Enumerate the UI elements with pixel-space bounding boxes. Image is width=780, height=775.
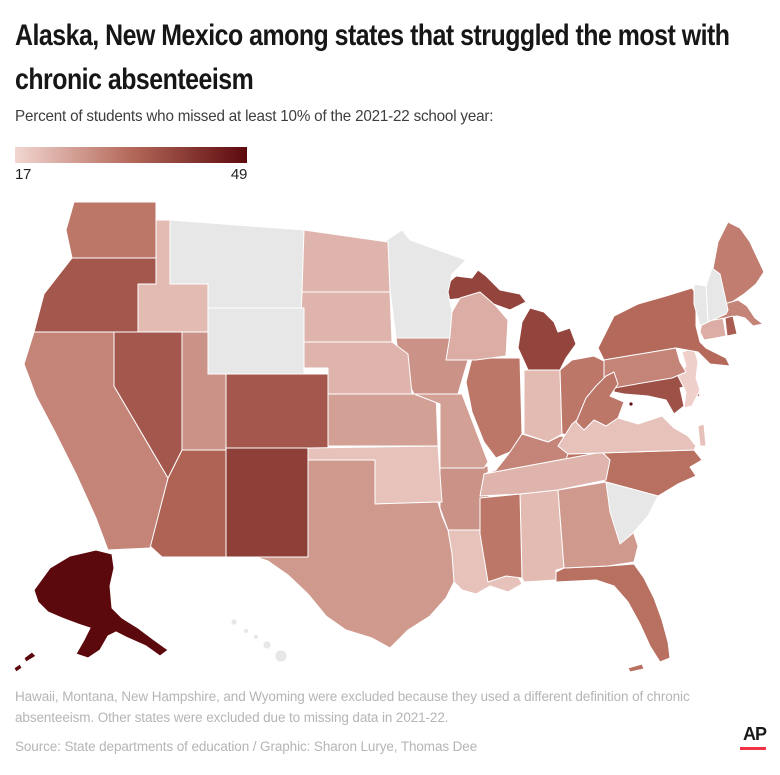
state-nv [113, 331, 183, 479]
color-legend: 17 49 [15, 147, 247, 183]
state-mi [517, 307, 577, 371]
state-ne [299, 341, 413, 395]
legend-min-label: 17 [15, 166, 32, 183]
state-al [519, 489, 565, 583]
legend-gradient-bar [15, 147, 247, 163]
page-title-line-2: chronic absenteeism [15, 63, 254, 96]
ap-logo: AP [736, 724, 767, 750]
ap-logo-text: AP [742, 724, 767, 744]
state-tn [479, 451, 611, 497]
state-wv [575, 371, 625, 431]
state-mo [413, 393, 489, 469]
state-tx [255, 459, 455, 649]
header: Alaska, New Mexico among states that str… [15, 14, 780, 102]
state-ks [327, 393, 439, 447]
state-in [523, 369, 563, 443]
state-co [225, 373, 329, 449]
state-ak [23, 651, 37, 663]
source-credit: Source: State departments of education /… [15, 739, 478, 754]
state-fl [627, 663, 645, 673]
state-sc [605, 481, 659, 545]
state-dc [628, 401, 634, 407]
state-fl [555, 563, 671, 663]
state-wi [445, 291, 509, 361]
state-or [33, 257, 157, 333]
state-hi [274, 649, 288, 663]
state-vt [693, 283, 709, 327]
state-wy [207, 307, 305, 375]
state-ak [13, 663, 23, 673]
page-title-line-1: Alaska, New Mexico among states that str… [15, 19, 730, 52]
state-va [697, 423, 707, 447]
chart-subtitle: Percent of students who missed at least … [15, 108, 494, 125]
legend-max-label: 49 [230, 166, 247, 183]
state-il [465, 357, 523, 459]
state-sd [299, 291, 393, 343]
legend-labels: 17 49 [15, 166, 247, 183]
state-mn [383, 229, 467, 339]
exclusion-note: Hawaii, Montana, New Hampshire, and Wyom… [15, 689, 690, 725]
state-hi [230, 618, 238, 626]
state-wa [65, 201, 157, 259]
state-ms [479, 493, 523, 583]
us-map-svg [13, 201, 765, 673]
state-hi [243, 628, 249, 634]
state-nm [225, 447, 309, 558]
state-ak [33, 549, 169, 659]
state-hi [253, 634, 259, 640]
state-hi [262, 640, 272, 650]
state-ri [724, 315, 738, 337]
us-choropleth-map [10, 190, 770, 690]
state-nd [301, 229, 391, 293]
ap-logo-red-bar [740, 747, 766, 750]
